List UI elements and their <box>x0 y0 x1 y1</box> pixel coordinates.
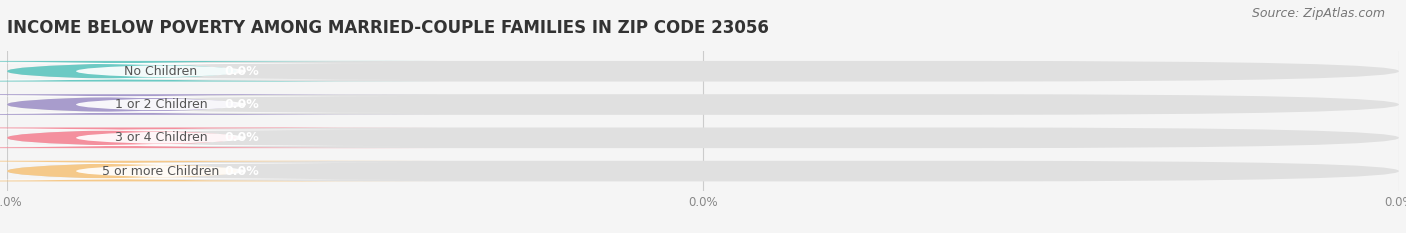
Text: 3 or 4 Children: 3 or 4 Children <box>115 131 207 144</box>
FancyBboxPatch shape <box>0 127 439 148</box>
Text: 0.0%: 0.0% <box>224 164 259 178</box>
Text: Source: ZipAtlas.com: Source: ZipAtlas.com <box>1251 7 1385 20</box>
FancyBboxPatch shape <box>7 61 1399 82</box>
FancyBboxPatch shape <box>0 130 422 146</box>
Text: 5 or more Children: 5 or more Children <box>103 164 219 178</box>
FancyBboxPatch shape <box>7 94 1399 115</box>
FancyBboxPatch shape <box>0 63 422 79</box>
FancyBboxPatch shape <box>7 127 1399 148</box>
FancyBboxPatch shape <box>0 161 439 182</box>
FancyBboxPatch shape <box>7 161 1399 182</box>
Text: No Children: No Children <box>125 65 198 78</box>
Text: 1 or 2 Children: 1 or 2 Children <box>115 98 207 111</box>
FancyBboxPatch shape <box>0 96 422 113</box>
Text: 0.0%: 0.0% <box>224 131 259 144</box>
Text: 0.0%: 0.0% <box>224 98 259 111</box>
FancyBboxPatch shape <box>0 163 422 179</box>
FancyBboxPatch shape <box>0 61 439 82</box>
Text: INCOME BELOW POVERTY AMONG MARRIED-COUPLE FAMILIES IN ZIP CODE 23056: INCOME BELOW POVERTY AMONG MARRIED-COUPL… <box>7 19 769 37</box>
FancyBboxPatch shape <box>0 94 439 115</box>
Text: 0.0%: 0.0% <box>224 65 259 78</box>
